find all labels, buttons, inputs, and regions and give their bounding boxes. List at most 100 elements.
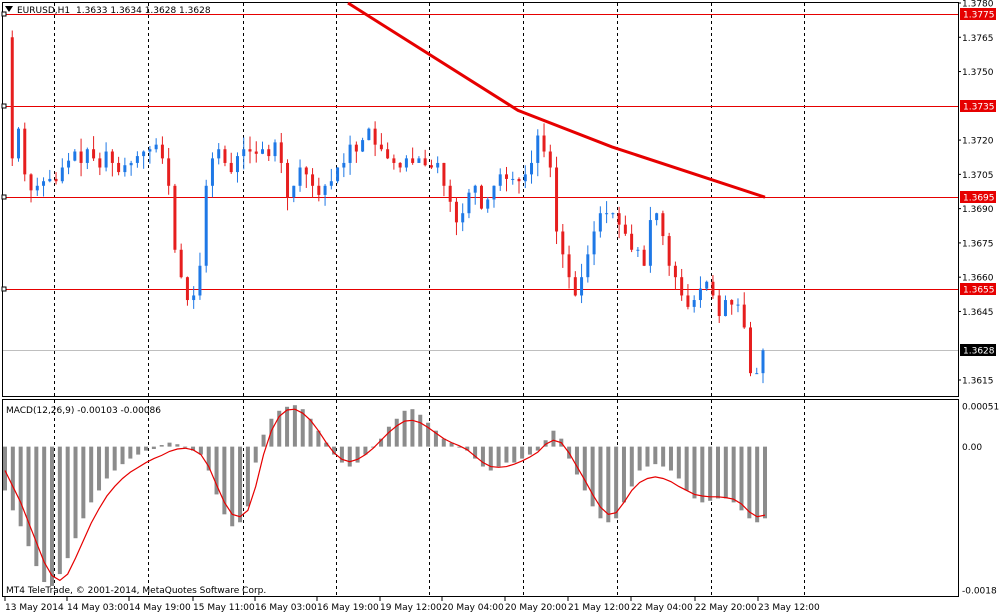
level-anchor[interactable] (1, 11, 7, 17)
macd-y-tick-label: 0.00051 (962, 403, 999, 413)
x-tick-label: 14 May 03:00 (67, 603, 129, 613)
candle-body (723, 300, 727, 317)
candle-body (429, 165, 433, 168)
macd-bar (57, 446, 62, 575)
candle-body (511, 178, 515, 180)
level-anchor[interactable] (1, 103, 7, 109)
candle-body (67, 160, 71, 168)
y-tick-label: 1.3615 (962, 377, 994, 387)
candle-body (148, 149, 152, 152)
level-anchor[interactable] (1, 194, 7, 200)
y-tick-label: 1.3690 (962, 205, 994, 215)
candle-body (79, 151, 83, 163)
macd-bar (277, 410, 282, 447)
level-price-label: 1.3775 (963, 11, 995, 21)
level-price-tag (960, 8, 996, 20)
candle-body (454, 201, 458, 223)
candle-body (523, 174, 527, 182)
candle-body (580, 277, 584, 296)
macd-bar (504, 446, 509, 463)
macd-bar (708, 446, 713, 501)
macd-bar (700, 446, 705, 503)
candle-body (198, 265, 202, 296)
x-tick-label: 21 May 12:00 (568, 603, 630, 613)
x-tick-label: 16 May 19:00 (317, 603, 379, 613)
candle-body (17, 128, 21, 159)
macd-bar (379, 438, 384, 447)
candle-body (261, 149, 265, 154)
macd-bar (128, 446, 133, 459)
candle-body (98, 158, 102, 168)
candle-body (254, 151, 258, 154)
candle-body (548, 151, 552, 168)
candle-body (292, 185, 296, 198)
y-tick-label: 1.3765 (962, 34, 994, 44)
candle-body (742, 304, 746, 328)
macd-bar (26, 446, 31, 547)
candle-body (411, 158, 415, 163)
macd-bar (371, 446, 376, 448)
level-anchor[interactable] (1, 286, 7, 292)
candle-body (636, 249, 640, 251)
candle-body (448, 185, 452, 202)
macd-bar (520, 446, 525, 459)
candle-body (85, 149, 89, 163)
candle-body (761, 350, 765, 374)
candle-body (73, 151, 77, 161)
candle-body (235, 156, 239, 173)
chart-menu-triangle-icon[interactable] (5, 6, 13, 12)
candle-body (323, 185, 327, 195)
candle-body (173, 185, 177, 250)
candle-body (242, 149, 246, 157)
macd-bar (731, 446, 736, 503)
candle-body (748, 327, 752, 374)
candle-body (730, 300, 734, 305)
macd-bar (214, 446, 219, 495)
candle-body (110, 151, 114, 163)
candle-body (573, 277, 577, 296)
candle-body (185, 277, 189, 301)
level-price-label: 1.3655 (963, 286, 995, 296)
macd-bar (332, 446, 337, 455)
candle-body (655, 213, 659, 221)
candle-body (48, 178, 52, 182)
macd-bar (159, 445, 164, 447)
macd-y-tick-label: 0.00 (962, 443, 982, 453)
candle-body (154, 144, 158, 150)
candle-body (630, 233, 634, 250)
x-tick-label: 22 May 20:00 (695, 603, 757, 613)
candle-body (223, 149, 227, 163)
macd-bar (614, 446, 619, 519)
candle-body (598, 213, 602, 232)
macd-bar (316, 430, 321, 447)
macd-bar (551, 430, 556, 447)
candle-body (23, 128, 27, 175)
macd-bar (747, 446, 752, 519)
candle-body (167, 158, 171, 186)
candle-body (129, 162, 133, 166)
y-tick-label: 1.3645 (962, 308, 994, 318)
candle-body (29, 174, 33, 191)
macd-bar (50, 446, 55, 587)
macd-bar (73, 446, 78, 539)
macd-bar (10, 446, 15, 511)
macd-bar (621, 446, 626, 503)
y-tick-label: 1.3720 (962, 137, 994, 147)
candle-body (542, 135, 546, 152)
macd-bar (206, 446, 211, 471)
candle-body (92, 149, 96, 159)
macd-bar (120, 446, 125, 465)
macd-bar (269, 418, 274, 447)
candle-body (680, 277, 684, 296)
x-tick-label: 15 May 11:00 (193, 603, 255, 613)
macd-bar (112, 446, 117, 471)
candle-body (342, 162, 346, 168)
candle-body (442, 162, 446, 186)
level-price-label: 1.3695 (963, 194, 995, 204)
y-tick-label: 1.3705 (962, 171, 994, 181)
macd-signal-line (4, 408, 766, 582)
macd-bar (18, 446, 23, 527)
macd-bar (394, 418, 399, 447)
macd-bar (512, 446, 517, 463)
